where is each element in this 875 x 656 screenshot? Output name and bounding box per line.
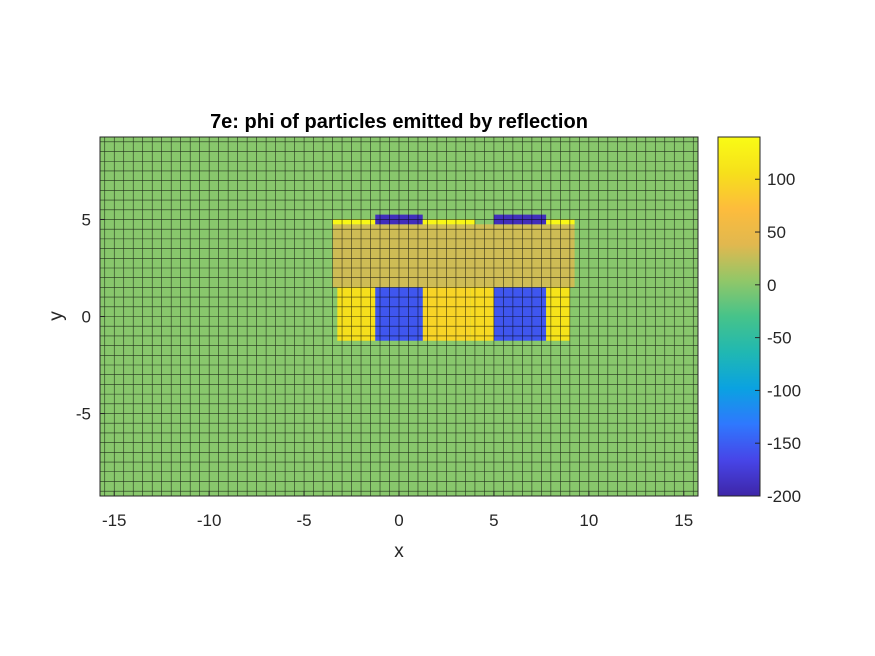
heatmap-region-0 <box>332 224 575 288</box>
heatmap-region-11 <box>546 287 570 341</box>
heatmap-region-7 <box>470 287 494 341</box>
chart-title: 7e: phi of particles emitted by reflecti… <box>210 111 588 133</box>
colorbar-tick-label: 50 <box>767 223 786 242</box>
heatmap-region-2 <box>332 219 376 225</box>
colorbar-tick-label: 0 <box>767 276 776 295</box>
x-tick-label: 10 <box>579 511 598 530</box>
colorbar-tick-label: -150 <box>767 434 801 453</box>
y-tick-label: -5 <box>76 405 91 424</box>
x-tick-label: 5 <box>489 511 498 530</box>
plot-area <box>99 136 699 497</box>
colorbar: -200 -150 -100 -50 0 50 100 <box>717 136 801 506</box>
x-axis: -15 -10 -5 0 5 10 15 <box>102 491 693 530</box>
colorbar-tick-label: -100 <box>767 381 801 400</box>
y-tick-label: 0 <box>82 308 91 327</box>
y-axis-label: y <box>46 311 67 321</box>
x-tick-label: 15 <box>674 511 693 530</box>
y-tick-label: 5 <box>82 210 91 229</box>
x-tick-label: -5 <box>297 511 312 530</box>
heatmap-region-10 <box>493 287 547 341</box>
colorbar-tick-label: -200 <box>767 487 801 506</box>
colorbar-tick-label: 100 <box>767 170 795 189</box>
x-tick-label: 0 <box>394 511 403 530</box>
x-axis-label: x <box>394 541 404 562</box>
x-tick-label: -15 <box>102 511 127 530</box>
colorbar-tick-label: -50 <box>767 329 792 348</box>
heatmap-region-4 <box>422 219 475 225</box>
y-axis: -5 0 5 <box>76 210 105 424</box>
heatmap-region-1 <box>337 287 376 341</box>
x-tick-label: -10 <box>197 511 222 530</box>
colorbar-gradient <box>717 136 761 497</box>
